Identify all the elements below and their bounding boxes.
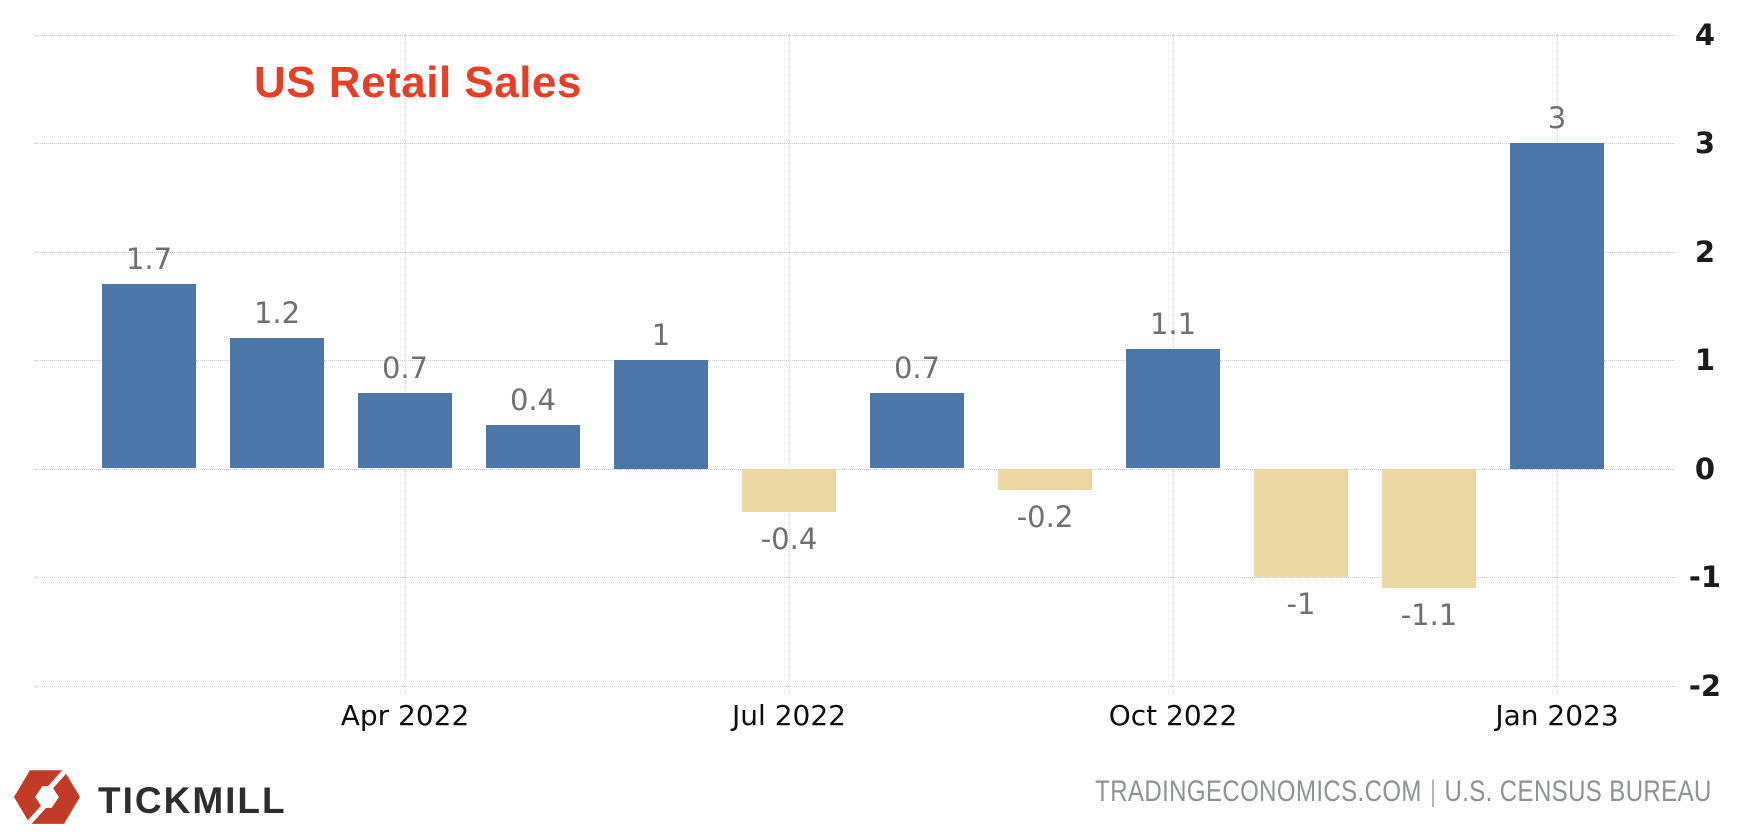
bar-jul-2022[interactable]	[742, 468, 836, 512]
bar-oct-2022[interactable]	[1126, 349, 1220, 469]
bar-value-label: 1.2	[253, 296, 301, 331]
brand-name: TICKMILL	[98, 780, 287, 821]
bar-may-2022[interactable]	[486, 425, 580, 469]
bar-value-label: -1	[1286, 587, 1316, 621]
attribution: TRADINGECONOMICS.COM | U.S. CENSUS BUREAU	[1095, 775, 1712, 809]
v-gridline	[405, 34, 406, 694]
bar-value-label: 0.7	[381, 350, 429, 385]
attribution-separator: |	[1430, 775, 1437, 808]
h-gridline	[35, 360, 1675, 361]
bar-jan-2023[interactable]	[1510, 143, 1604, 469]
bar-value-label: -1.1	[1400, 597, 1458, 632]
v-gridline	[789, 34, 790, 694]
bar-value-label: 1	[651, 318, 671, 352]
attribution-source-right: U.S. CENSUS BUREAU	[1444, 775, 1712, 808]
bar-dec-2022[interactable]	[1382, 468, 1476, 588]
attribution-source-left: TRADINGECONOMICS.COM	[1095, 775, 1423, 808]
bar-value-label: -0.4	[760, 521, 818, 556]
x-tick-label: Apr 2022	[340, 699, 470, 732]
bar-value-label: 1.7	[125, 242, 173, 277]
h-gridline	[35, 34, 1675, 36]
h-gridline	[35, 577, 1675, 578]
h-gridline	[35, 251, 1675, 253]
bar-value-label: 0.4	[509, 383, 557, 418]
bar-mar-2022[interactable]	[230, 338, 324, 469]
bar-aug-2022[interactable]	[870, 392, 964, 469]
x-tick-label: Jan 2023	[1495, 699, 1619, 732]
bar-sep-2022[interactable]	[998, 468, 1092, 491]
bar-apr-2022[interactable]	[358, 392, 452, 469]
y-tick-label: -1	[1688, 560, 1722, 594]
y-tick-label: 0	[1694, 451, 1716, 486]
bar-value-label: 0.7	[893, 350, 941, 385]
brand-lockup: TICKMILL	[14, 765, 287, 829]
x-tick-label: Oct 2022	[1108, 699, 1238, 732]
y-tick-label: 1	[1694, 343, 1716, 377]
bar-value-label: -0.2	[1016, 500, 1074, 535]
tickmill-logo-icon	[14, 765, 80, 829]
y-tick-label: -2	[1688, 668, 1722, 703]
h-gridline	[35, 468, 1675, 470]
y-tick-label: 4	[1694, 17, 1716, 52]
bar-value-label: 3	[1547, 101, 1567, 135]
h-gridline	[35, 685, 1675, 687]
y-tick-label: 3	[1694, 126, 1716, 160]
h-gridline	[35, 143, 1675, 144]
bar-feb-2022[interactable]	[102, 284, 196, 469]
bar-nov-2022[interactable]	[1254, 468, 1348, 577]
bar-value-label: 1.1	[1149, 307, 1197, 342]
y-tick-label: 2	[1694, 234, 1716, 269]
x-tick-label: Jul 2022	[732, 699, 846, 732]
chart-title: US Retail Sales	[254, 58, 582, 107]
bar-jun-2022[interactable]	[614, 360, 708, 469]
